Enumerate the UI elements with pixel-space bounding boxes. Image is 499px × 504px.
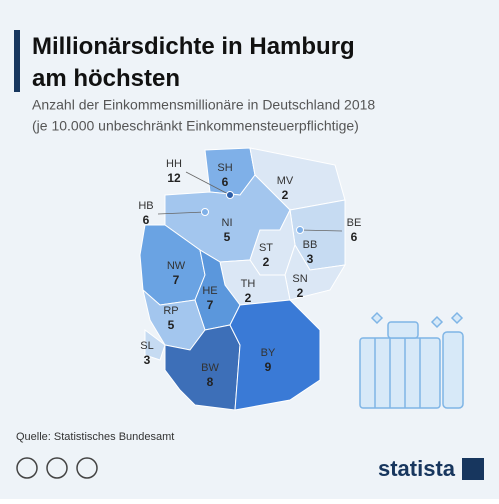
subtitle: (je 10.000 unbeschränkt Einkommensteuerp… xyxy=(32,118,359,134)
city-state xyxy=(201,208,209,216)
license-icons xyxy=(16,457,98,479)
source: Quelle: Statistisches Bundesamt xyxy=(16,431,174,443)
region xyxy=(229,299,321,411)
region-value: 2 xyxy=(263,255,270,269)
region-value: 2 xyxy=(297,286,304,300)
city-state xyxy=(296,226,304,234)
region-value: 5 xyxy=(168,318,175,332)
title: Millionärsdichte in Hamburg am höchsten xyxy=(32,33,355,92)
region-code: BE xyxy=(347,217,362,229)
region-code: HH xyxy=(166,158,182,170)
logo-icon xyxy=(462,458,484,480)
accent-bar xyxy=(14,30,20,92)
region-code: BW xyxy=(201,362,219,374)
region-value: 2 xyxy=(245,291,252,305)
leader-line xyxy=(185,171,231,196)
leader-line xyxy=(157,211,206,215)
region-code: RP xyxy=(163,305,178,317)
region-code: SL xyxy=(140,340,153,352)
region-code: TH xyxy=(241,278,256,290)
leader-line xyxy=(299,229,343,232)
region-code: BB xyxy=(303,239,318,251)
region-code: SN xyxy=(292,273,307,285)
region-value: 6 xyxy=(351,230,358,244)
region-value: 6 xyxy=(143,213,150,227)
region-code: ST xyxy=(259,242,273,254)
region-value: 12 xyxy=(167,171,181,185)
region xyxy=(144,329,166,361)
subtitle: Anzahl der Einkommensmillionäre in Deuts… xyxy=(32,97,375,113)
region-value: 7 xyxy=(173,273,180,287)
region-value: 3 xyxy=(144,353,151,367)
gold-illustration xyxy=(359,311,464,409)
region-code: HE xyxy=(202,285,217,297)
logo: statista xyxy=(378,456,456,481)
region-value: 8 xyxy=(207,375,214,389)
region-value: 5 xyxy=(224,230,231,244)
region-value: 9 xyxy=(265,360,272,374)
region-value: 7 xyxy=(207,298,214,312)
region-code: BY xyxy=(261,347,276,359)
region-code: NW xyxy=(167,260,186,272)
region-value: 2 xyxy=(282,188,289,202)
region-value: 3 xyxy=(307,252,314,266)
region-code: MV xyxy=(277,175,294,187)
region-code: SH xyxy=(217,162,232,174)
region-code: HB xyxy=(138,200,153,212)
city-state xyxy=(226,191,234,199)
region-code: NI xyxy=(222,217,233,229)
region-value: 6 xyxy=(222,175,229,189)
